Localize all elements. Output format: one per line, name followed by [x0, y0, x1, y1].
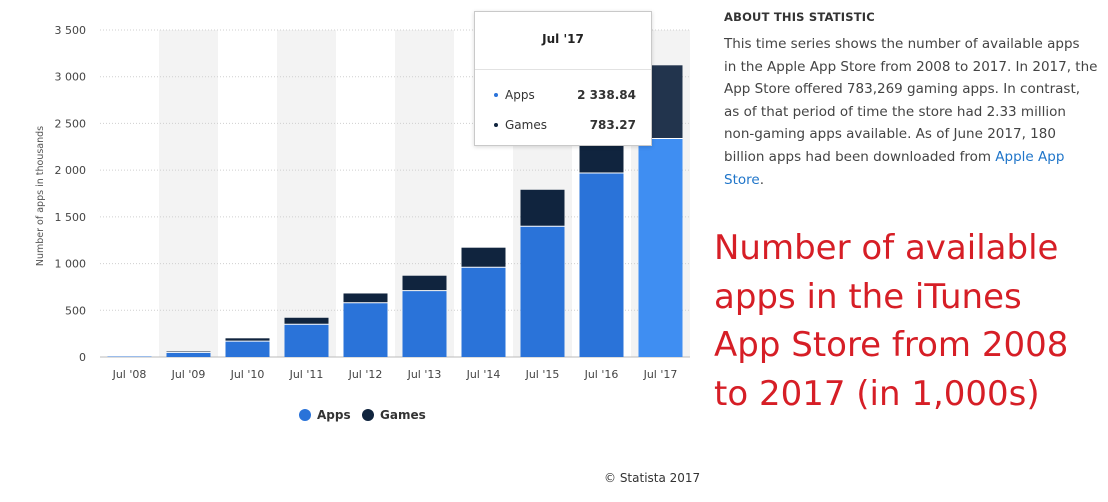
legend-label: Games: [380, 408, 426, 422]
bar-games: [225, 338, 270, 342]
bar-apps: [166, 352, 211, 357]
tooltip-row-games: Games 783.27: [475, 116, 651, 136]
bar-apps: [402, 290, 447, 357]
legend-item-apps[interactable]: Apps: [299, 408, 351, 422]
x-tick-label: Jul '15: [525, 368, 560, 381]
y-tick-label: 3 000: [55, 71, 87, 84]
x-tick-label: Jul '12: [348, 368, 383, 381]
x-tick-label: Jul '08: [112, 368, 147, 381]
games-legend-dot-icon: [362, 409, 374, 421]
tooltip-row-name: Games: [505, 118, 547, 132]
legend-item-games[interactable]: Games: [362, 408, 426, 422]
about-description: This time series shows the number of ava…: [724, 33, 1108, 191]
y-tick-label: 0: [79, 351, 86, 364]
bar-games: [284, 317, 329, 325]
bar-games: [343, 293, 388, 303]
bar-apps: [520, 226, 565, 357]
about-heading: ABOUT THIS STATISTIC: [724, 10, 875, 24]
about-text-body: This time series shows the number of ava…: [724, 36, 1098, 165]
overlay-title: Number of available apps in the iTunes A…: [714, 228, 1069, 414]
tooltip-row-apps: Apps 2 338.84: [475, 86, 651, 106]
y-tick-label: 1 500: [55, 211, 87, 224]
bar-apps: [638, 138, 683, 357]
tooltip-row-value: 2 338.84: [577, 88, 636, 102]
about-statistic-panel: ABOUT THIS STATISTIC This time series sh…: [724, 10, 1108, 191]
bar-games: [461, 247, 506, 268]
y-tick-label: 500: [65, 304, 86, 317]
chart-tooltip: Jul '17 Apps 2 338.84 Games 783.27: [474, 11, 652, 146]
x-tick-label: Jul '09: [171, 368, 206, 381]
bar-apps: [461, 267, 506, 357]
bar-apps: [284, 324, 329, 357]
apps-dot-icon: [494, 93, 498, 97]
y-axis-title: Number of apps in thousands: [35, 126, 46, 266]
x-tick-label: Jul '10: [230, 368, 265, 381]
y-tick-label: 1 000: [55, 258, 87, 271]
about-text-end: .: [759, 171, 764, 188]
x-tick-label: Jul '14: [466, 368, 501, 381]
bar-apps: [343, 302, 388, 357]
apple-app-store-link[interactable]: Apple App Store: [724, 148, 1065, 188]
copyright: © Statista 2017: [604, 471, 701, 485]
tooltip-row-name: Apps: [505, 88, 535, 102]
x-tick-label: Jul '16: [584, 368, 619, 381]
tooltip-row-value: 783.27: [589, 118, 636, 132]
x-tick-label: Jul '11: [289, 368, 324, 381]
legend-label: Apps: [317, 408, 351, 422]
bar-apps: [225, 341, 270, 357]
column-band: [159, 30, 218, 357]
x-tick-label: Jul '13: [407, 368, 442, 381]
y-tick-label: 2 500: [55, 117, 87, 130]
x-tick-label: Jul '17: [643, 368, 678, 381]
bar-games: [520, 189, 565, 227]
bar-games: [402, 275, 447, 291]
games-dot-icon: [494, 123, 498, 127]
tooltip-title: Jul '17: [542, 32, 584, 46]
bar-apps: [579, 172, 624, 357]
y-tick-label: 2 000: [55, 164, 87, 177]
column-band: [277, 30, 336, 357]
tooltip-divider: [475, 69, 651, 70]
y-tick-label: 3 500: [55, 24, 87, 37]
apps-legend-dot-icon: [299, 409, 311, 421]
